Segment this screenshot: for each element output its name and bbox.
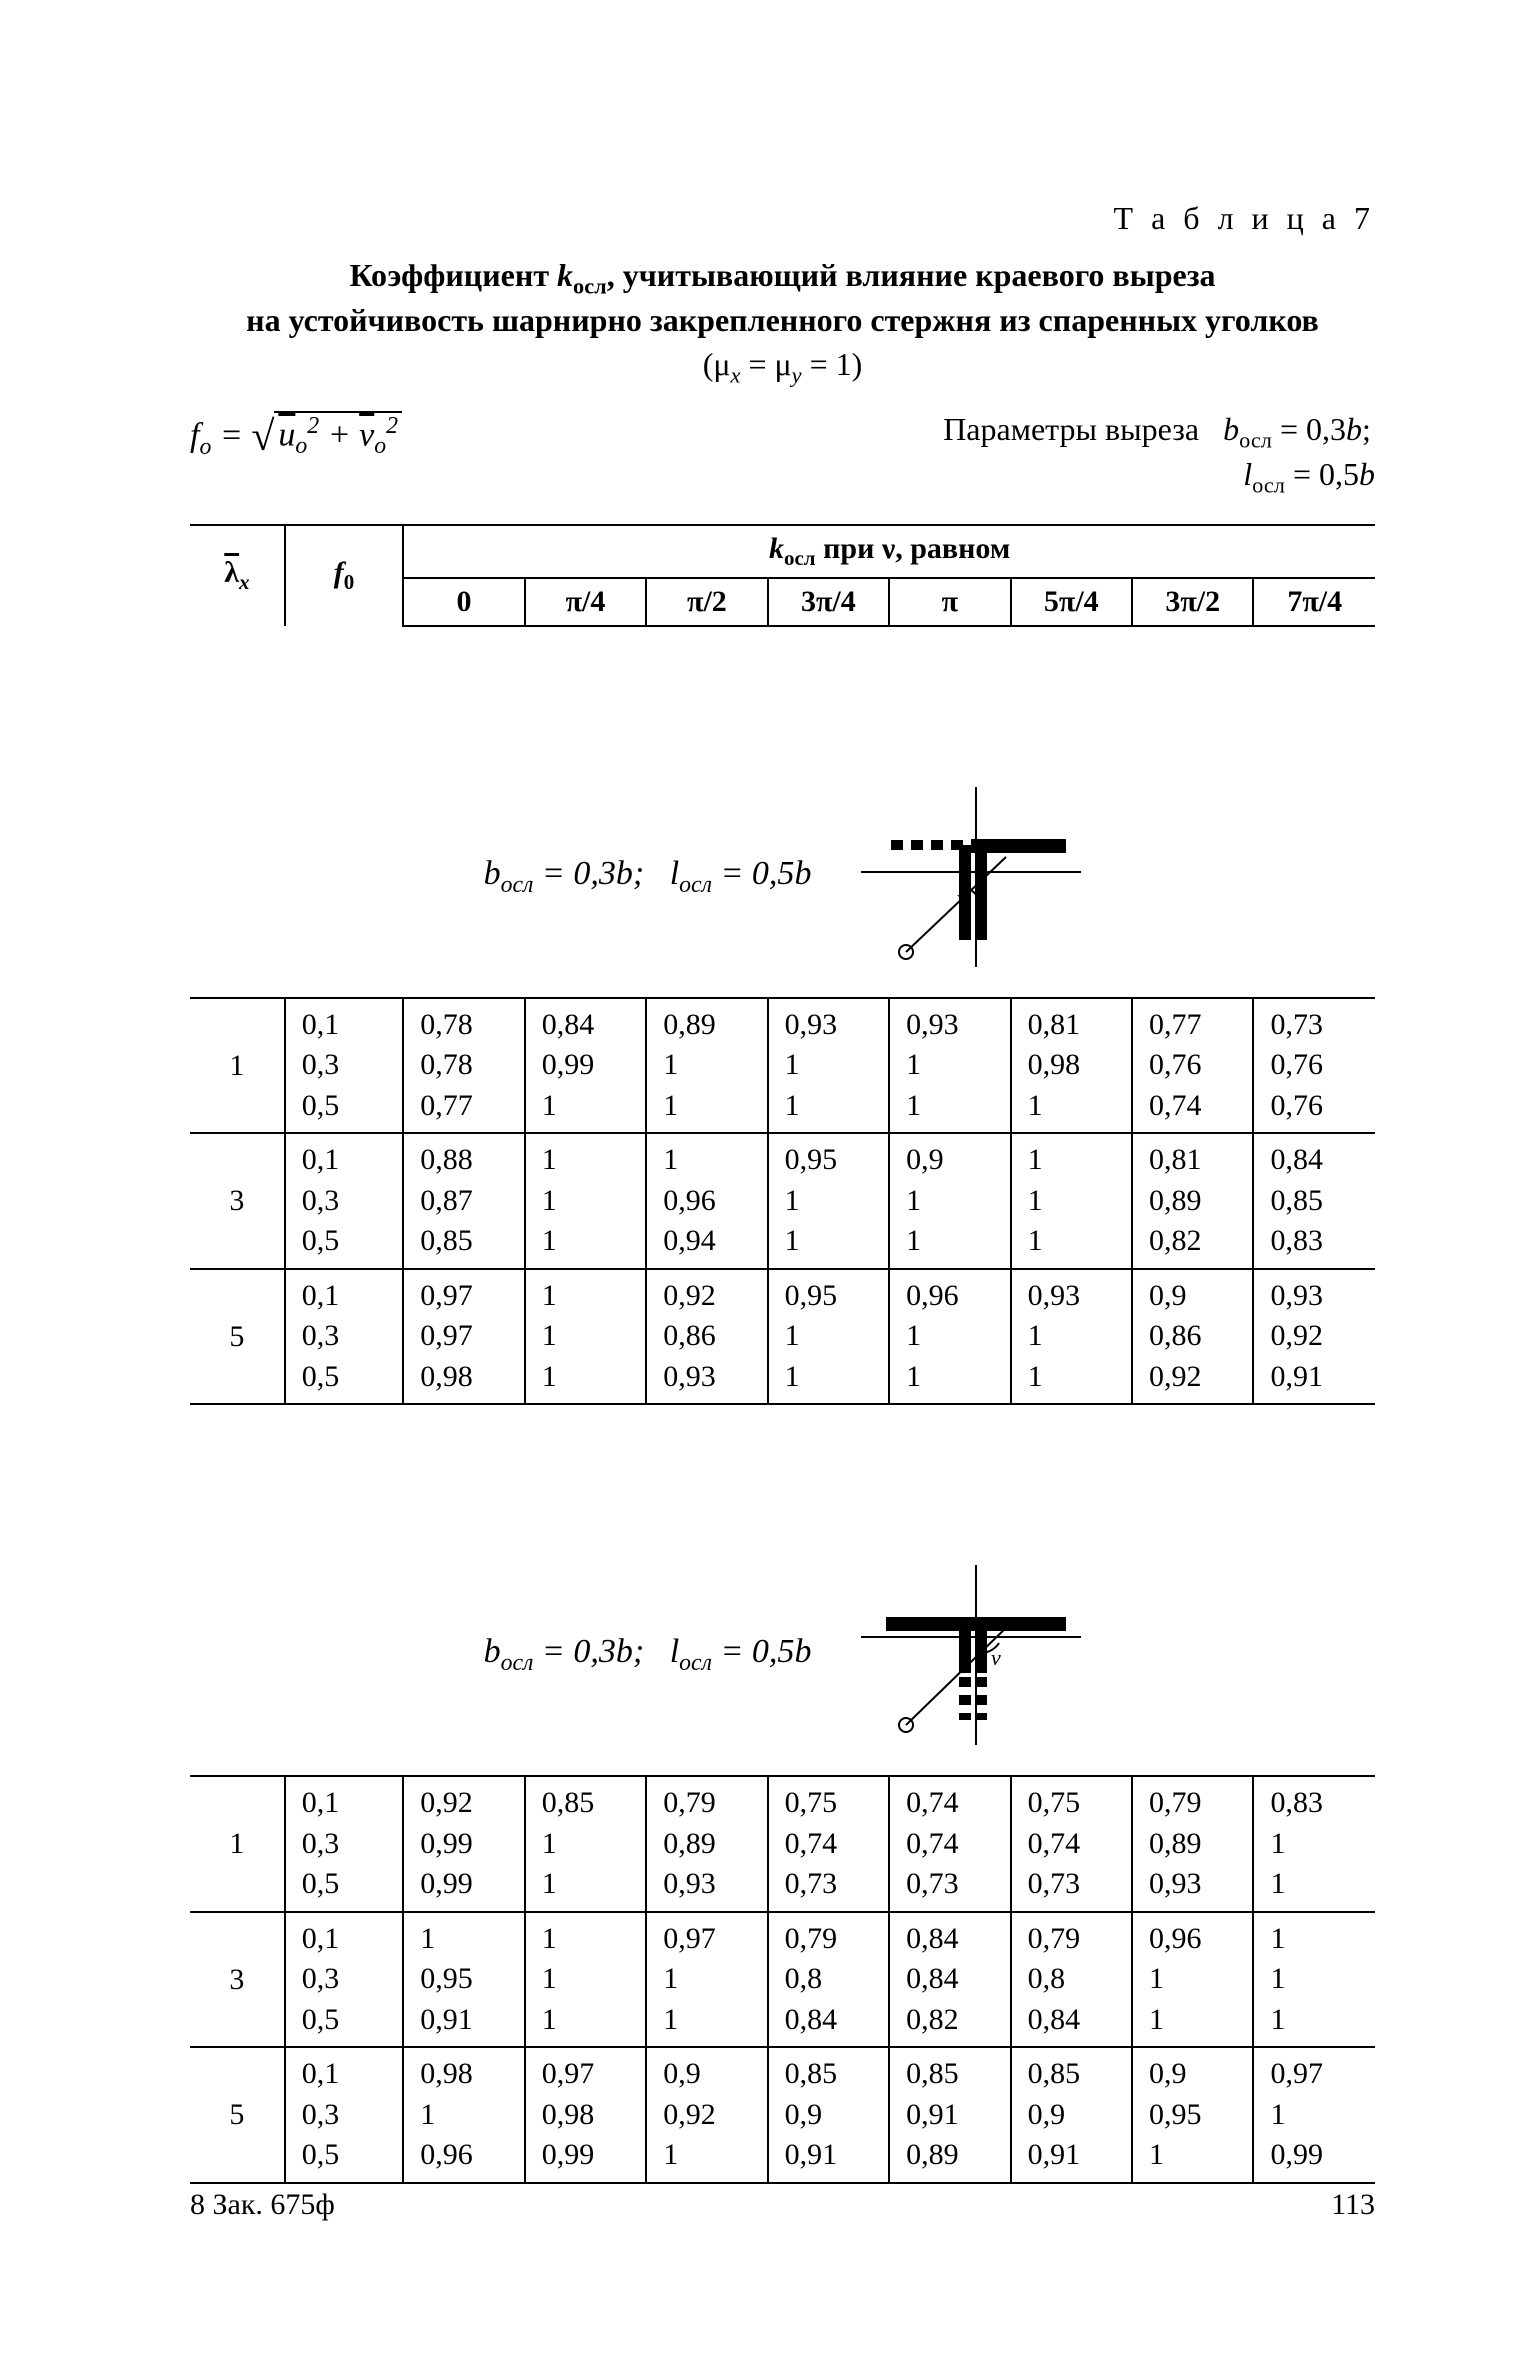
value-cell: 0,810,890,82 <box>1132 1133 1253 1269</box>
table-number: Т а б л и ц а 7 <box>190 200 1375 237</box>
nu-0: 0 <box>403 578 524 626</box>
section-2-table: 10,10,30,50,920,990,990,85110,790,890,93… <box>190 1775 1375 2184</box>
parameter-row: fo = √uo2 + vo2 Параметры выреза bосл = … <box>190 409 1375 500</box>
value-cell: 0,9611 <box>1132 1912 1253 2048</box>
table-header: λx f0 kосл kₒсл при ν, равномпри ν, равн… <box>190 524 1375 627</box>
f0-cell: 0,10,30,5 <box>285 1912 404 2048</box>
section-2-equation: bосл = 0,3b; lосл = 0,5b <box>484 1633 812 1677</box>
value-cell: 0,9311 <box>1011 1269 1132 1405</box>
page: Т а б л и ц а 7 Коэффициент kосл, учитыв… <box>0 0 1535 2362</box>
lambda-cell: 3 <box>190 1912 285 2048</box>
title-line-2: на устойчивость шарнирно закрепленного с… <box>246 302 1319 338</box>
angle-diagram-icon: ν <box>861 1565 1081 1745</box>
value-cell: 0,780,780,77 <box>403 998 524 1134</box>
section-1-equation: bосл = 0,3b; lосл = 0,5b <box>484 855 812 899</box>
value-cell: 0,9710,99 <box>1253 2047 1375 2183</box>
lambda-cell: 1 <box>190 1776 285 1912</box>
col-f0: f0 <box>285 525 404 626</box>
f0-cell: 0,10,30,5 <box>285 998 404 1134</box>
value-cell: 0,930,920,91 <box>1253 1269 1375 1405</box>
value-cell: 0,730,760,76 <box>1253 998 1375 1134</box>
value-cell: 0,90,951 <box>1132 2047 1253 2183</box>
nu-7: 7π/4 <box>1253 578 1375 626</box>
section-1-table: 10,10,30,50,780,780,770,840,9910,89110,9… <box>190 997 1375 1406</box>
nu-6: 3π/2 <box>1132 578 1253 626</box>
value-cell: 0,880,870,85 <box>403 1133 524 1269</box>
f0-cell: 0,10,30,5 <box>285 2047 404 2183</box>
footer: 8 Зак. 675ф 113 <box>190 2188 1375 2222</box>
value-cell: 10,960,94 <box>646 1133 767 1269</box>
f0-cell: 0,10,30,5 <box>285 1269 404 1405</box>
value-cell: 0,840,991 <box>525 998 646 1134</box>
value-cell: 0,770,760,74 <box>1132 998 1253 1134</box>
angle-diagram-icon: ν <box>861 787 1081 967</box>
col-span-label: kосл kₒсл при ν, равномпри ν, равном <box>403 525 1375 578</box>
value-cell: 0,90,860,92 <box>1132 1269 1253 1405</box>
value-cell: 0,9511 <box>768 1269 889 1405</box>
subtitle-equation: (μx = μy = 1) <box>190 346 1375 388</box>
value-cell: 0,750,740,73 <box>768 1776 889 1912</box>
page-number: 113 <box>1331 2188 1375 2222</box>
value-cell: 0,9711 <box>646 1912 767 2048</box>
value-cell: 111 <box>1011 1133 1132 1269</box>
value-cell: 0,740,740,73 <box>889 1776 1010 1912</box>
value-cell: 0,750,740,73 <box>1011 1776 1132 1912</box>
value-cell: 0,8911 <box>646 998 767 1134</box>
section-1-label: bосл = 0,3b; lосл = 0,5b ν <box>190 787 1375 967</box>
value-cell: 0,840,850,83 <box>1253 1133 1375 1269</box>
params-label: Параметры выреза <box>943 411 1199 447</box>
value-cell: 111 <box>525 1133 646 1269</box>
value-cell: 0,8511 <box>525 1776 646 1912</box>
value-cell: 0,9311 <box>768 998 889 1134</box>
value-cell: 0,810,981 <box>1011 998 1132 1134</box>
value-cell: 0,790,890,93 <box>646 1776 767 1912</box>
value-cell: 0,8311 <box>1253 1776 1375 1912</box>
value-cell: 0,920,990,99 <box>403 1776 524 1912</box>
nu-3: 3π/4 <box>768 578 889 626</box>
value-cell: 0,90,921 <box>646 2047 767 2183</box>
nu-4: π <box>889 578 1010 626</box>
value-cell: 10,950,91 <box>403 1912 524 2048</box>
value-cell: 111 <box>1253 1912 1375 2048</box>
footer-left: 8 Зак. 675ф <box>190 2188 335 2222</box>
value-cell: 0,850,90,91 <box>1011 2047 1132 2183</box>
nu-1: π/4 <box>525 578 646 626</box>
value-cell: 0,920,860,93 <box>646 1269 767 1405</box>
section-2-label: bосл = 0,3b; lосл = 0,5b ν <box>190 1565 1375 1745</box>
nu-5: 5π/4 <box>1011 578 1132 626</box>
lambda-cell: 5 <box>190 2047 285 2183</box>
value-cell: 0,9511 <box>768 1133 889 1269</box>
lambda-cell: 3 <box>190 1133 285 1269</box>
value-cell: 0,9810,96 <box>403 2047 524 2183</box>
col-lambda: λx <box>190 525 285 626</box>
nu-2: π/2 <box>646 578 767 626</box>
value-cell: 111 <box>525 1269 646 1405</box>
value-cell: 0,9611 <box>889 1269 1010 1405</box>
f0-cell: 0,10,30,5 <box>285 1776 404 1912</box>
title-line-1: Коэффициент kосл, учитывающий влияние кр… <box>349 257 1215 293</box>
lambda-cell: 5 <box>190 1269 285 1405</box>
value-cell: 0,911 <box>889 1133 1010 1269</box>
value-cell: 0,790,80,84 <box>1011 1912 1132 2048</box>
value-cell: 0,9311 <box>889 998 1010 1134</box>
value-cell: 0,790,80,84 <box>768 1912 889 2048</box>
value-cell: 0,970,970,98 <box>403 1269 524 1405</box>
value-cell: 0,840,840,82 <box>889 1912 1010 2048</box>
lambda-cell: 1 <box>190 998 285 1134</box>
f0-formula: fo = √uo2 + vo2 <box>190 409 402 461</box>
value-cell: 0,790,890,93 <box>1132 1776 1253 1912</box>
value-cell: 0,850,90,91 <box>768 2047 889 2183</box>
f0-cell: 0,10,30,5 <box>285 1133 404 1269</box>
value-cell: 111 <box>525 1912 646 2048</box>
title: Коэффициент kосл, учитывающий влияние кр… <box>190 255 1375 340</box>
value-cell: 0,850,910,89 <box>889 2047 1010 2183</box>
value-cell: 0,970,980,99 <box>525 2047 646 2183</box>
cut-parameters: Параметры выреза bосл = 0,3b; lосл = 0,5… <box>943 409 1375 500</box>
